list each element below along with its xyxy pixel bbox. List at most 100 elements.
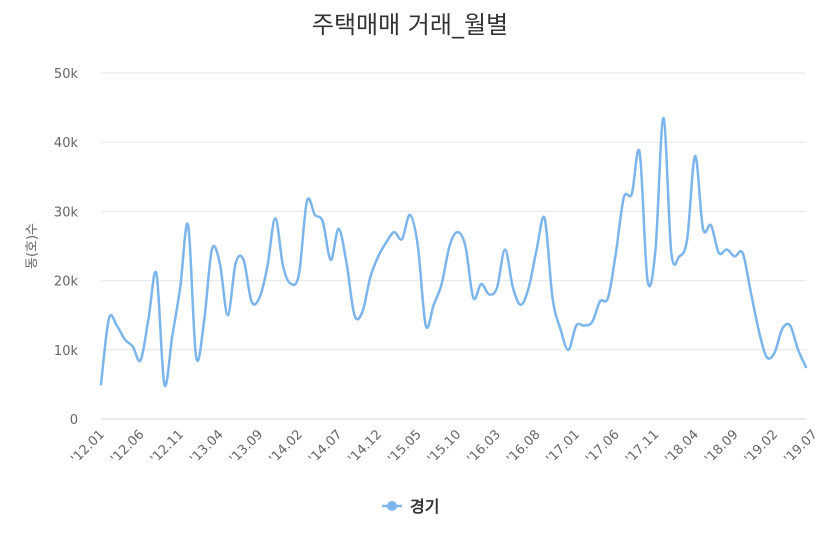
data-point[interactable] (138, 357, 144, 363)
data-point[interactable] (296, 271, 302, 277)
data-point[interactable] (106, 316, 112, 322)
data-point[interactable] (439, 281, 445, 287)
data-point[interactable] (700, 226, 706, 232)
data-point[interactable] (748, 288, 754, 294)
x-tick-label: '18.04 (662, 427, 701, 466)
data-point[interactable] (344, 260, 350, 266)
data-point[interactable] (431, 302, 437, 308)
data-point[interactable] (185, 222, 191, 228)
data-point[interactable] (605, 295, 611, 301)
data-point[interactable] (375, 253, 381, 259)
data-point[interactable] (264, 264, 270, 270)
data-point[interactable] (114, 323, 120, 329)
data-point[interactable] (288, 281, 294, 287)
data-point[interactable] (478, 281, 484, 287)
data-point[interactable] (256, 295, 262, 301)
x-tick-label: '14.12 (346, 427, 385, 466)
data-point[interactable] (320, 219, 326, 225)
data-point[interactable] (153, 271, 159, 277)
data-point[interactable] (486, 291, 492, 297)
data-point[interactable] (407, 212, 413, 218)
data-point[interactable] (304, 198, 310, 204)
data-point[interactable] (241, 257, 247, 263)
data-point[interactable] (763, 354, 769, 360)
data-point[interactable] (565, 347, 571, 353)
data-point[interactable] (225, 312, 231, 318)
x-tick-label: '13.04 (187, 427, 226, 466)
data-point[interactable] (193, 354, 199, 360)
data-point[interactable] (755, 326, 761, 332)
data-point[interactable] (336, 226, 342, 232)
data-point[interactable] (454, 229, 460, 235)
data-point[interactable] (597, 298, 603, 304)
data-point[interactable] (391, 229, 397, 235)
data-point[interactable] (312, 212, 318, 218)
data-point[interactable] (557, 326, 563, 332)
data-point[interactable] (217, 260, 223, 266)
data-point[interactable] (676, 253, 682, 259)
data-point[interactable] (399, 236, 405, 242)
data-point[interactable] (724, 246, 730, 252)
data-point[interactable] (716, 250, 722, 256)
data-point[interactable] (280, 264, 286, 270)
data-point[interactable] (201, 319, 207, 325)
data-point[interactable] (383, 240, 389, 246)
data-point[interactable] (447, 243, 453, 249)
data-point[interactable] (795, 347, 801, 353)
data-point[interactable] (249, 298, 255, 304)
data-point[interactable] (415, 243, 421, 249)
data-point[interactable] (550, 295, 556, 301)
data-point[interactable] (502, 246, 508, 252)
data-point[interactable] (542, 215, 548, 221)
data-point[interactable] (462, 243, 468, 249)
data-point[interactable] (233, 260, 239, 266)
data-point[interactable] (740, 250, 746, 256)
data-point[interactable] (645, 278, 651, 284)
data-point[interactable] (423, 323, 429, 329)
data-point[interactable] (613, 250, 619, 256)
x-tick-label: '12.01 (68, 427, 107, 466)
data-point[interactable] (209, 246, 215, 252)
data-point[interactable] (146, 316, 152, 322)
data-point[interactable] (771, 350, 777, 356)
data-point[interactable] (692, 153, 698, 159)
x-tick-label: '14.07 (306, 427, 345, 466)
data-point[interactable] (573, 323, 579, 329)
data-point[interactable] (328, 257, 334, 263)
data-point[interactable] (177, 285, 183, 291)
data-point[interactable] (518, 302, 524, 308)
series-line-gyeonggi[interactable] (99, 116, 808, 388)
series-layer (98, 115, 809, 388)
data-point[interactable] (130, 343, 136, 349)
data-point[interactable] (668, 250, 674, 256)
data-point[interactable] (787, 323, 793, 329)
data-point[interactable] (98, 381, 104, 387)
data-point[interactable] (779, 326, 785, 332)
data-point[interactable] (169, 333, 175, 339)
data-point[interactable] (161, 381, 167, 387)
data-point[interactable] (589, 319, 595, 325)
data-point[interactable] (581, 323, 587, 329)
data-point[interactable] (732, 253, 738, 259)
data-point[interactable] (684, 236, 690, 242)
data-point[interactable] (534, 246, 540, 252)
data-point[interactable] (708, 222, 714, 228)
data-point[interactable] (470, 295, 476, 301)
data-point[interactable] (637, 150, 643, 156)
data-point[interactable] (351, 312, 357, 318)
data-point[interactable] (367, 274, 373, 280)
data-point[interactable] (494, 285, 500, 291)
y-axis-label: 동(호)수 (25, 223, 40, 269)
data-point[interactable] (122, 336, 128, 342)
data-point[interactable] (359, 309, 365, 315)
y-tick-label: 30k (54, 205, 79, 220)
data-point[interactable] (803, 364, 809, 370)
data-point[interactable] (510, 285, 516, 291)
legend[interactable]: 경기 (382, 497, 439, 516)
data-point[interactable] (660, 115, 666, 121)
data-point[interactable] (652, 246, 658, 252)
data-point[interactable] (621, 195, 627, 201)
data-point[interactable] (272, 215, 278, 221)
data-point[interactable] (629, 191, 635, 197)
data-point[interactable] (526, 285, 532, 291)
